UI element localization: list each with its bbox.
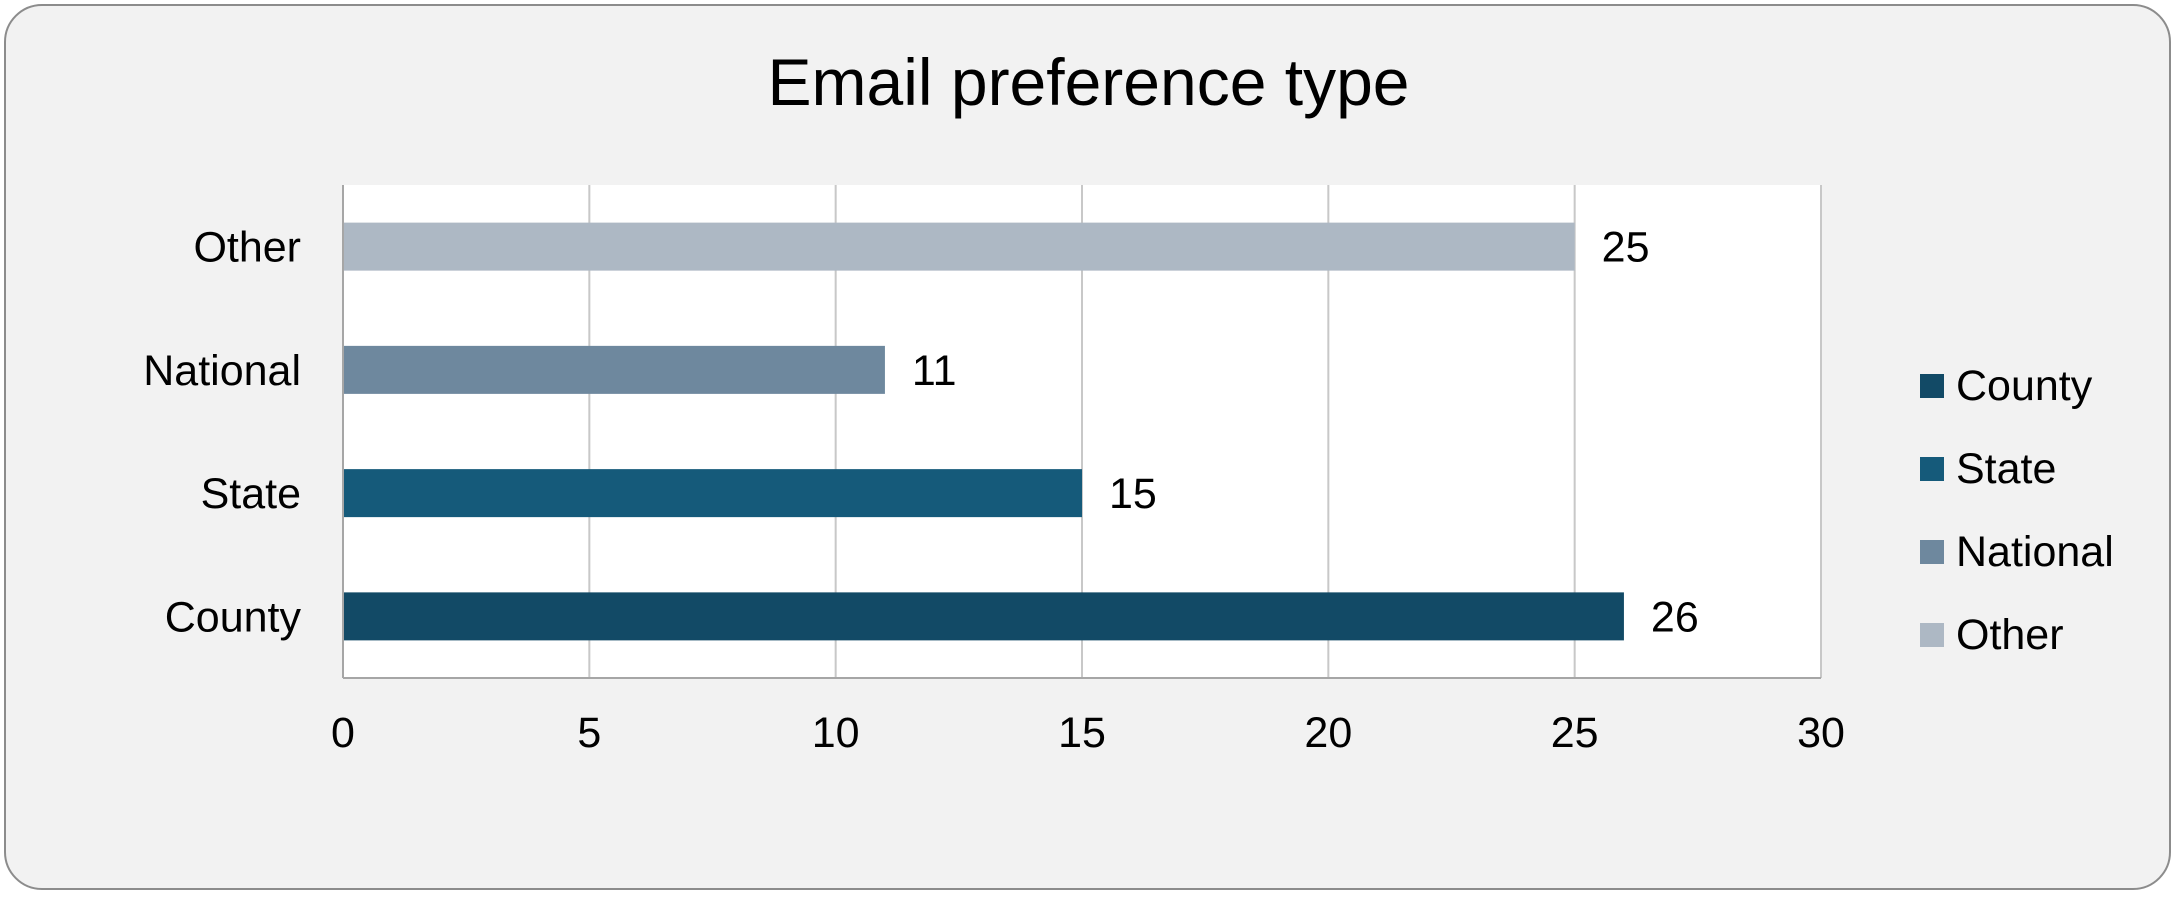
x-tick-label: 0 [331, 709, 355, 757]
bar-other [343, 222, 1575, 271]
legend-label: State [1956, 445, 2057, 493]
bar-national [343, 345, 885, 394]
legend-swatch [1920, 623, 1944, 647]
x-tick-label: 20 [1304, 709, 1352, 757]
data-label-county: 26 [1651, 593, 1699, 641]
category-label-state: State [201, 470, 301, 518]
legend-label: Other [1956, 611, 2064, 659]
legend-swatch [1920, 374, 1944, 398]
tick-labels: County State National Other 0 5 10 15 20 25 30 [143, 224, 1845, 757]
bar-state [343, 469, 1082, 518]
data-label-state: 15 [1109, 470, 1157, 518]
axes [342, 185, 1821, 679]
x-tick-label: 15 [1058, 709, 1106, 757]
data-label-other: 25 [1602, 224, 1650, 272]
x-tick-label: 30 [1797, 709, 1845, 757]
legend-swatch [1920, 540, 1944, 564]
bars [343, 222, 1624, 641]
legend-swatch [1920, 457, 1944, 481]
x-tick-label: 25 [1551, 709, 1599, 757]
category-label-other: Other [193, 224, 301, 272]
legend-label: National [1956, 528, 2114, 576]
legend-label: County [1956, 362, 2093, 410]
x-tick-label: 5 [577, 709, 601, 757]
data-label-national: 11 [912, 347, 957, 395]
category-label-national: National [143, 347, 301, 395]
chart-title: Email preference type [767, 45, 1410, 119]
data-labels: 26 15 11 25 [912, 224, 1699, 642]
x-tick-label: 10 [812, 709, 860, 757]
category-label-county: County [165, 593, 302, 641]
bar-county [343, 592, 1624, 641]
